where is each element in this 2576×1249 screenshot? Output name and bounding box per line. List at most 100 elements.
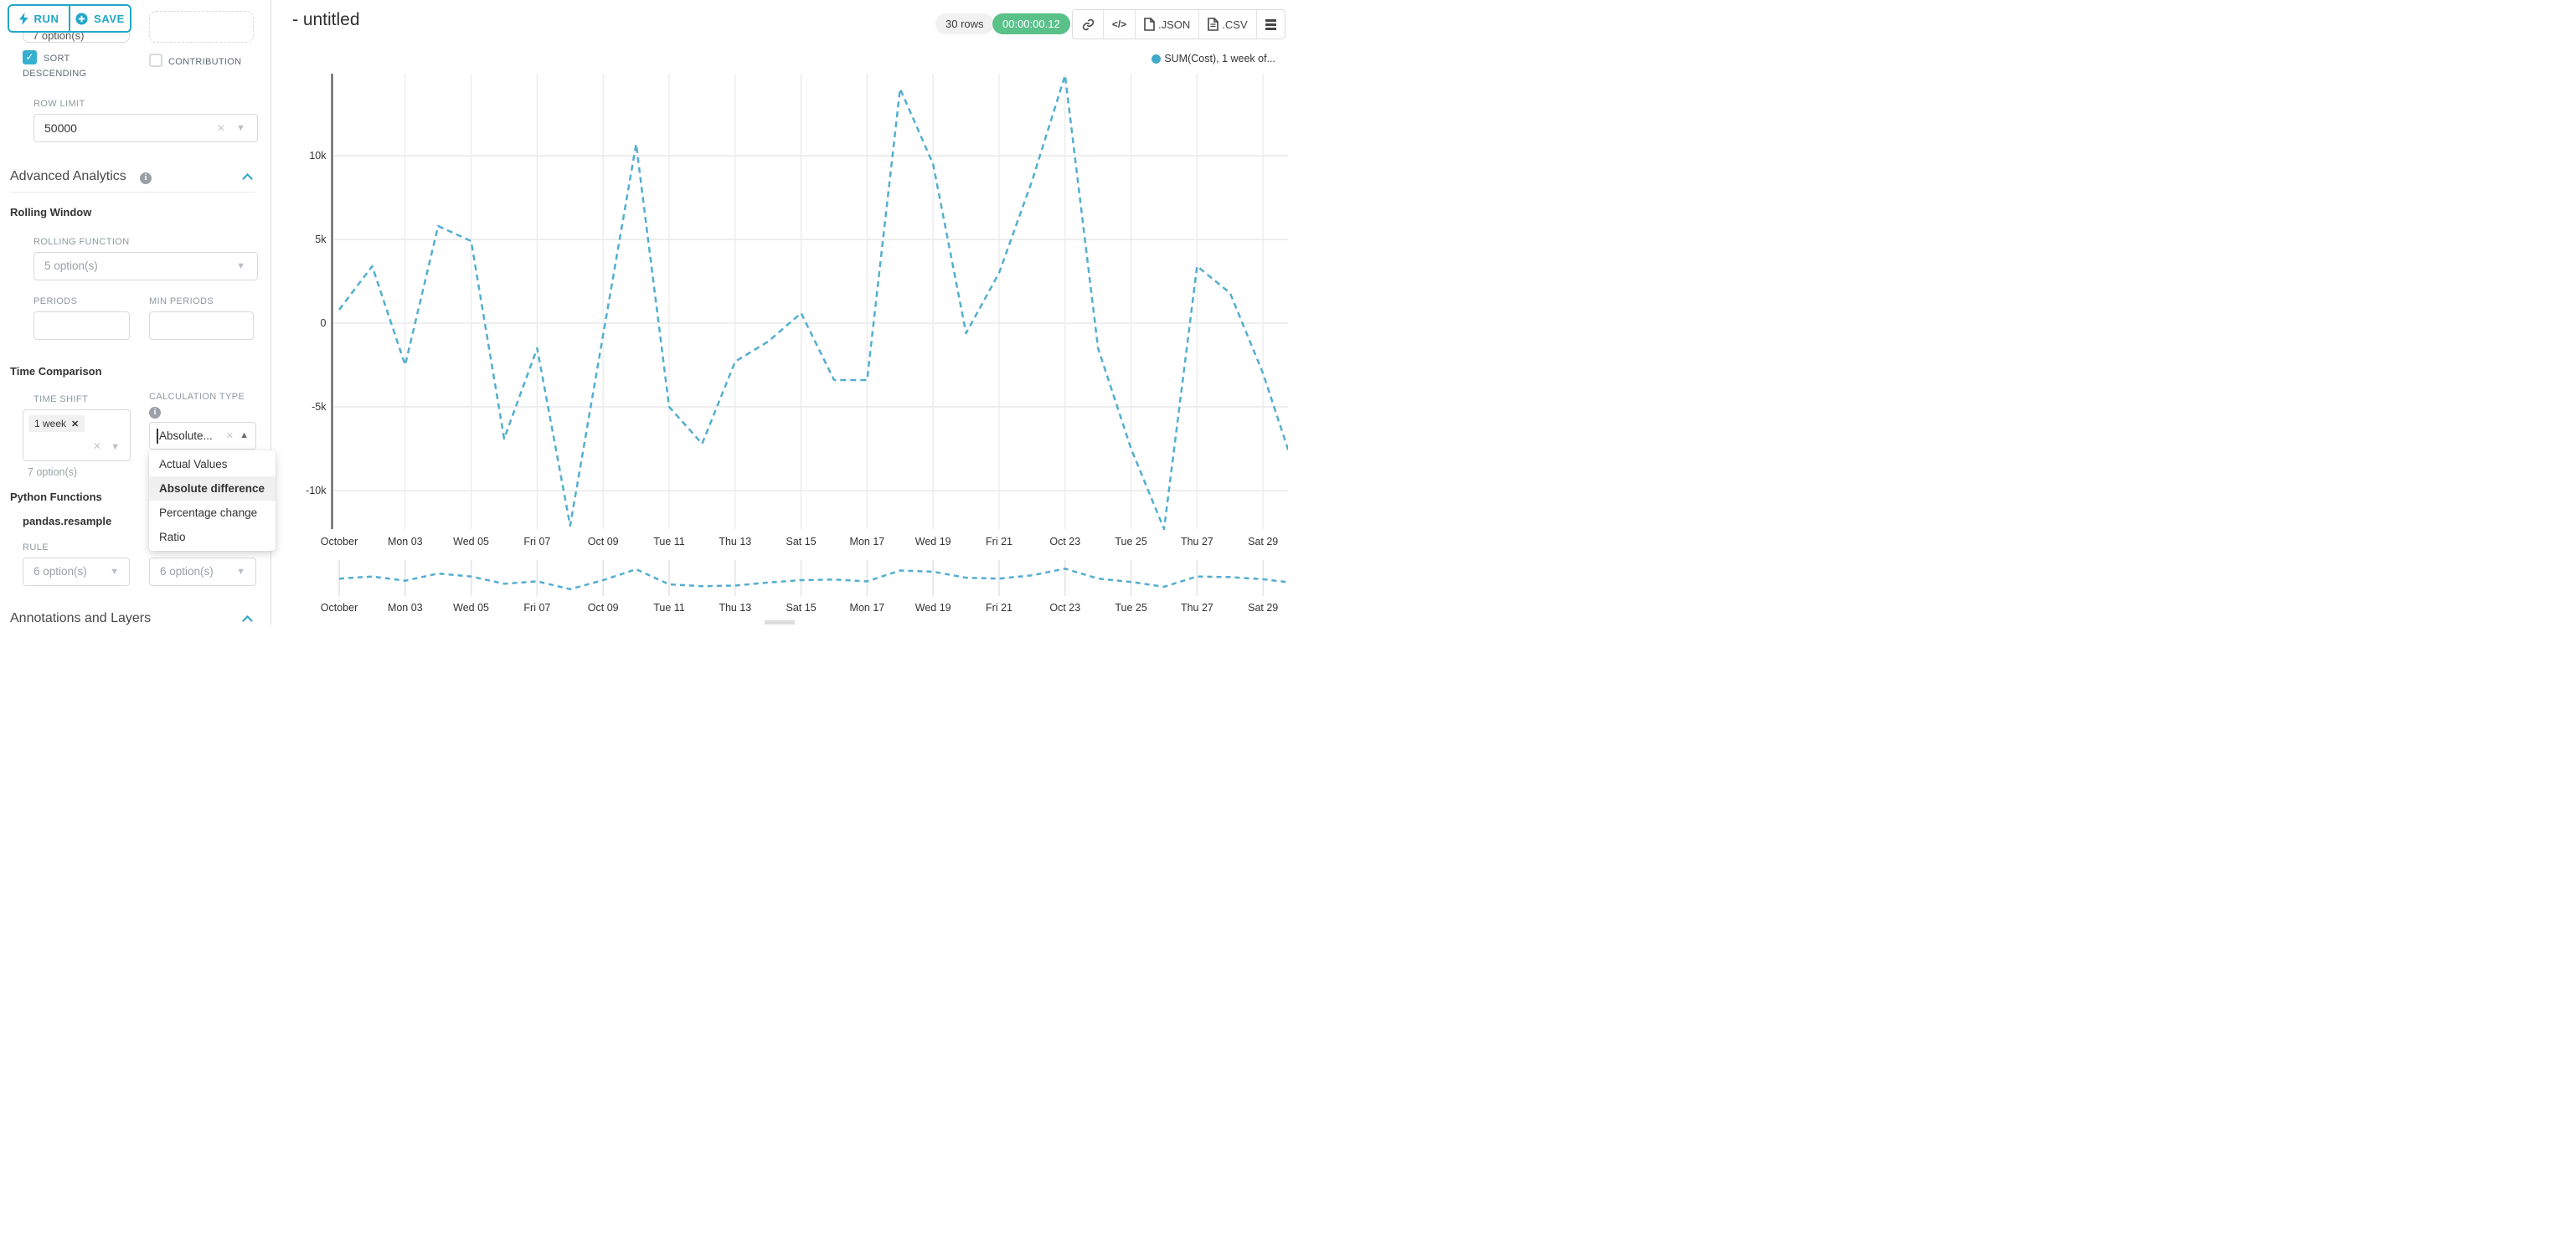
clear-icon[interactable]: ✕ <box>92 440 101 452</box>
collapse-chevron-icon[interactable] <box>242 173 253 184</box>
text-cursor <box>157 429 158 444</box>
row-limit-value: 50000 <box>44 121 77 135</box>
calculation-type-label: CALCULATION TYPE <box>149 392 245 402</box>
svg-text:Sat 29: Sat 29 <box>1248 536 1278 547</box>
svg-text:Tue 25: Tue 25 <box>1115 602 1147 614</box>
chevron-down-icon[interactable]: ▼ <box>236 567 245 577</box>
export-toolbar: </> .JSON .CSV <box>1072 9 1285 39</box>
svg-text:Sat 29: Sat 29 <box>1248 602 1278 614</box>
advanced-analytics-title: Advanced Analytics <box>10 169 126 183</box>
rule-placeholder: 6 option(s) <box>33 565 87 578</box>
svg-text:Thu 13: Thu 13 <box>719 536 751 547</box>
chevron-down-icon[interactable]: ▼ <box>111 442 120 452</box>
chevron-down-icon[interactable]: ▼ <box>236 123 245 133</box>
legend-series-dot <box>1151 54 1162 64</box>
clear-icon[interactable]: ✕ <box>216 122 225 134</box>
rolling-function-placeholder: 5 option(s) <box>44 260 98 272</box>
chevron-up-icon[interactable]: ▲ <box>240 430 249 440</box>
sort-descending-label: SORT DESCENDING <box>23 54 87 79</box>
time-shift-tag-label: 1 week <box>34 418 67 429</box>
contribution-checkbox[interactable] <box>149 54 162 67</box>
rolling-window-title: Rolling Window <box>10 206 92 218</box>
embed-code-button[interactable]: </> <box>1103 10 1135 39</box>
run-button[interactable]: RUN <box>9 6 69 31</box>
run-button-label: RUN <box>33 12 59 25</box>
chevron-down-icon[interactable]: ▼ <box>236 261 245 271</box>
svg-text:Thu 13: Thu 13 <box>719 602 751 614</box>
resample-method-select[interactable]: 6 option(s) ▼ <box>149 558 256 586</box>
check-icon: ✓ <box>25 51 34 63</box>
export-json-label: .JSON <box>1158 18 1191 31</box>
dropdown-option[interactable]: Ratio <box>159 531 186 543</box>
dropdown-option[interactable]: Absolute difference <box>149 476 276 501</box>
export-csv-button[interactable]: .CSV <box>1198 10 1255 39</box>
info-icon[interactable]: i <box>140 172 152 184</box>
code-icon: </> <box>1111 18 1127 30</box>
svg-text:Mon 17: Mon 17 <box>850 602 885 614</box>
svg-text:Wed 19: Wed 19 <box>915 536 951 547</box>
export-csv-label: .CSV <box>1222 18 1248 31</box>
sort-descending-checkbox[interactable]: ✓ <box>23 50 37 64</box>
svg-text:Fri 21: Fri 21 <box>986 602 1012 614</box>
svg-text:Wed 19: Wed 19 <box>915 602 951 614</box>
dropdown-option[interactable]: Actual Values <box>159 458 228 470</box>
copy-link-button[interactable] <box>1073 10 1103 39</box>
info-icon[interactable]: i <box>149 407 161 419</box>
main-line-chart[interactable]: 10k 5k 0 -5k -10k October Mon 03 Wed 05 Fri 07 Oc… <box>293 71 1288 557</box>
preview-scrubber-chart[interactable]: October Mon 03 Wed 05 Fri 07 Oct 09 Tue 11 Thu… <box>293 557 1288 619</box>
dropdown-option[interactable]: Percentage change <box>159 506 258 519</box>
file-icon <box>1208 18 1219 31</box>
row-limit-select[interactable]: 50000 ✕ ▼ <box>33 114 258 142</box>
save-button-label: SAVE <box>94 12 125 25</box>
save-button[interactable]: SAVE <box>69 6 130 31</box>
svg-text:Mon 03: Mon 03 <box>388 602 423 614</box>
svg-text:Thu 27: Thu 27 <box>1181 602 1213 614</box>
remove-tag-icon[interactable]: ✕ <box>71 419 80 429</box>
svg-text:Wed 05: Wed 05 <box>453 536 489 547</box>
export-json-button[interactable]: .JSON <box>1135 10 1198 39</box>
min-periods-input[interactable] <box>149 311 254 340</box>
time-shift-tag[interactable]: 1 week ✕ <box>28 415 85 432</box>
min-periods-input-wrap <box>149 311 254 340</box>
time-shift-label: TIME SHIFT <box>33 394 89 404</box>
collapse-chevron-icon[interactable] <box>242 615 253 626</box>
clear-icon[interactable]: ✕ <box>225 431 234 441</box>
lightning-icon <box>18 12 28 25</box>
calculation-type-select[interactable]: Absolute... ✕ ▲ <box>149 422 256 450</box>
calculation-type-dropdown: Actual Values Absolute difference Percenta… <box>149 450 276 551</box>
svg-text:Mon 03: Mon 03 <box>388 536 423 547</box>
svg-text:Oct 09: Oct 09 <box>588 602 619 614</box>
chart-title[interactable]: - untitled <box>292 10 360 29</box>
chevron-down-icon[interactable]: ▼ <box>110 567 119 577</box>
more-options-button[interactable] <box>1255 10 1285 39</box>
svg-text:Tue 25: Tue 25 <box>1115 536 1147 547</box>
rolling-function-label: ROLLING FUNCTION <box>33 237 130 247</box>
svg-text:Sat 15: Sat 15 <box>786 536 817 547</box>
row-count-badge: 30 rows <box>935 13 994 34</box>
plus-circle-icon <box>75 13 88 24</box>
svg-text:Oct 23: Oct 23 <box>1049 536 1080 547</box>
svg-text:Fri 07: Fri 07 <box>523 536 550 547</box>
rolling-function-select[interactable]: 5 option(s) ▼ <box>33 252 258 280</box>
chart-legend[interactable]: SUM(Cost), 1 week of... <box>1151 53 1275 64</box>
method-placeholder: 6 option(s) <box>160 565 214 578</box>
time-shift-select[interactable]: 1 week ✕ ✕ ▼ <box>23 409 131 461</box>
svg-text:Oct 23: Oct 23 <box>1049 602 1080 614</box>
resample-rule-select[interactable]: 6 option(s) ▼ <box>23 558 130 586</box>
metric-drop-zone[interactable] <box>149 11 254 43</box>
periods-input[interactable] <box>33 311 130 340</box>
python-functions-title: Python Functions <box>10 491 102 503</box>
svg-text:-10k: -10k <box>306 485 327 496</box>
legend-series-label: SUM(Cost), 1 week of... <box>1164 53 1275 64</box>
periods-input-wrap <box>33 311 130 340</box>
svg-text:Thu 27: Thu 27 <box>1181 536 1213 547</box>
data-controls-panel: 7 option(s) RUN SAVE ✓ SORT DESCEND <box>0 0 276 626</box>
annotations-layers-title: Annotations and Layers <box>10 611 152 625</box>
svg-text:Sat 15: Sat 15 <box>786 602 817 614</box>
scroll-handle[interactable] <box>765 620 795 624</box>
svg-text:Fri 07: Fri 07 <box>523 602 550 614</box>
svg-text:Fri 21: Fri 21 <box>986 536 1012 547</box>
run-save-button-group: RUN SAVE <box>8 4 131 33</box>
time-comparison-title: Time Comparison <box>10 365 102 378</box>
svg-text:-5k: -5k <box>312 401 327 413</box>
